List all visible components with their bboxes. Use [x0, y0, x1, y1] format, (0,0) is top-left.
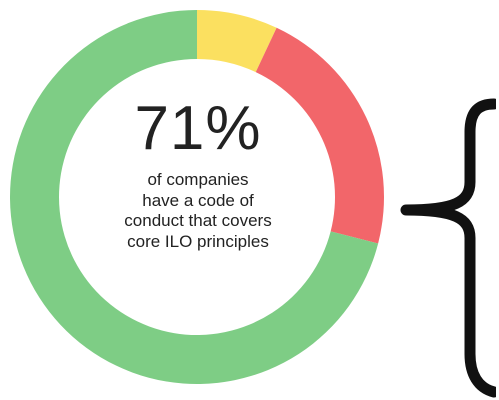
caption-line-1: of companies — [147, 170, 249, 189]
caption-line-2: have a code of — [142, 190, 254, 210]
donut-slice-2 — [255, 27, 385, 244]
curly-brace-icon — [400, 98, 496, 398]
center-label: 71% of companies have a code of conduct … — [74, 96, 322, 252]
caption-line-4: core ILO principles — [127, 231, 269, 251]
caption-line-3: conduct that covers — [124, 211, 272, 230]
center-percentage: 71% — [134, 94, 262, 163]
donut-slice-1 — [197, 10, 277, 73]
